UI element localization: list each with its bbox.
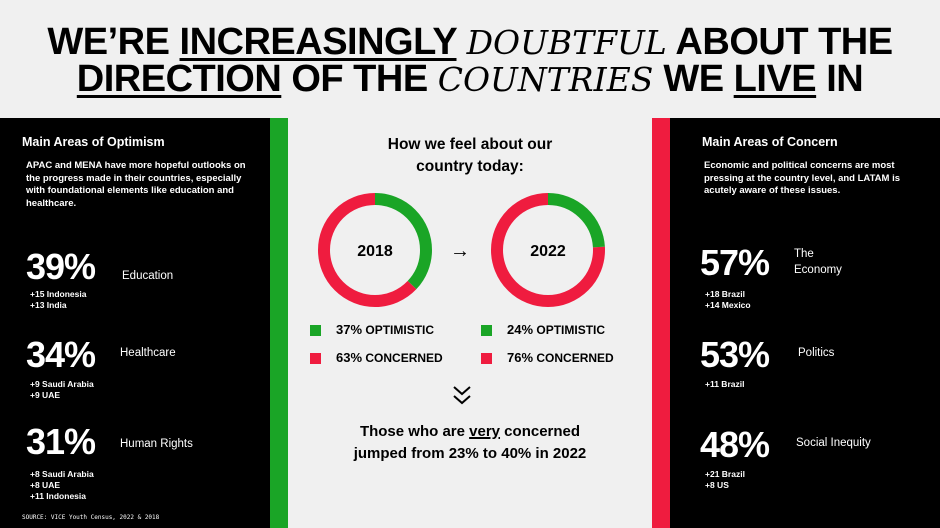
stat-detail: +15 Indonesia <box>30 289 87 299</box>
legend-swatch-optimistic <box>481 325 492 336</box>
headline-line-1: WE’RE INCREASINGLY DOUBTFUL ABOUT THE <box>0 21 940 64</box>
concern-description: Economic and political concerns are most… <box>704 160 901 196</box>
conclusion-text: Those who are very concerned jumped from… <box>288 421 652 465</box>
headline-text: WE <box>653 58 734 100</box>
stat-label: Social Inequity <box>796 437 871 449</box>
headline-text: WE’RE <box>47 21 180 63</box>
legend-swatch-concerned <box>310 353 321 364</box>
stat-detail: +11 Indonesia <box>30 491 86 501</box>
donut-chart-2018: 2018 <box>318 193 432 307</box>
concern-title: Main Areas of Concern <box>702 135 838 149</box>
stat-percent: 31% <box>26 421 96 462</box>
conclusion-emphasis: very <box>469 423 501 440</box>
donut-year-label: 2022 <box>530 243 566 260</box>
optimism-description: APAC and MENA have more hopeful outlooks… <box>26 160 246 209</box>
concern-panel <box>670 118 940 528</box>
stat-percent: 39% <box>26 246 96 287</box>
stat-detail: +21 Brazil <box>705 469 745 479</box>
stat-detail: +13 India <box>30 300 67 310</box>
source-note: SOURCE: VICE Youth Census, 2022 & 2018 <box>22 514 160 521</box>
stat-percent: 53% <box>700 334 770 375</box>
legend-value: 63% <box>336 350 363 365</box>
legend-item: 63% CONCERNED <box>336 350 443 366</box>
legend-item: 37% OPTIMISTIC <box>336 322 435 338</box>
headline-emphasis: LIVE <box>733 58 817 100</box>
optimism-title: Main Areas of Optimism <box>22 135 165 149</box>
headline: WE’RE INCREASINGLY DOUBTFUL ABOUT THE DI… <box>0 0 940 118</box>
stat-percent: 57% <box>700 242 770 283</box>
chart-title: How we feel about our country today: <box>288 134 652 178</box>
legend-item: 24% OPTIMISTIC <box>507 322 606 338</box>
conclusion-part: Those who are <box>359 423 470 440</box>
stat-label: Human Rights <box>120 438 193 450</box>
stat-detail: +14 Mexico <box>705 300 751 310</box>
stat-detail: +18 Brazil <box>705 289 745 299</box>
chart-title-line: country today: <box>416 158 524 175</box>
stat-detail: +11 Brazil <box>705 379 745 389</box>
legend-value: 76% <box>507 350 534 365</box>
legend-swatch-optimistic <box>310 325 321 336</box>
legend-value: 37% <box>336 322 363 337</box>
stat-detail: +8 US <box>705 480 729 490</box>
optimism-panel <box>0 118 270 528</box>
red-stripe <box>652 118 670 528</box>
conclusion-line: Those who are very concerned <box>288 421 652 443</box>
chevron-down-icon <box>453 386 471 405</box>
legend-label: CONCERNED <box>365 351 443 365</box>
stat-label: The Economy <box>794 248 842 276</box>
donut-chart-2022: 2022 <box>491 193 605 307</box>
stat-label: Healthcare <box>120 347 176 359</box>
stat-detail: +8 Saudi Arabia <box>30 469 94 479</box>
headline-italic: DOUBTFUL <box>466 23 667 62</box>
arrow-icon: → <box>450 240 470 262</box>
donut-slice-optimistic <box>491 193 605 307</box>
conclusion-line: jumped from 23% to 40% in 2022 <box>353 445 587 462</box>
stat-detail: +8 UAE <box>30 480 60 490</box>
legend-label: CONCERNED <box>536 351 614 365</box>
headline-text: IN <box>816 58 864 100</box>
headline-line-2: DIRECTION OF THE COUNTRIES WE LIVE IN <box>0 58 940 101</box>
stat-percent: 34% <box>26 334 96 375</box>
stat-detail: +9 Saudi Arabia <box>30 379 94 389</box>
stat-detail: +9 UAE <box>30 390 60 400</box>
legend-swatch-concerned <box>481 353 492 364</box>
legend-label: OPTIMISTIC <box>365 323 435 337</box>
headline-emphasis: DIRECTION <box>76 58 282 100</box>
donut-slice-optimistic <box>318 193 432 307</box>
stat-percent: 48% <box>700 424 770 465</box>
stat-label: Education <box>122 270 174 282</box>
donut-year-label: 2018 <box>357 243 393 260</box>
legend-value: 24% <box>507 322 534 337</box>
headline-emphasis: INCREASINGLY <box>179 21 457 63</box>
headline-space <box>457 21 467 63</box>
legend-item: 76% CONCERNED <box>507 350 614 366</box>
green-stripe <box>270 118 288 528</box>
chart-title-line: How we feel about our <box>387 136 553 153</box>
legend-label: OPTIMISTIC <box>536 323 606 337</box>
headline-text: ABOUT THE <box>666 21 893 63</box>
conclusion-part: concerned <box>500 423 581 440</box>
stat-label: Politics <box>798 347 835 359</box>
headline-italic: COUNTRIES <box>437 60 654 99</box>
headline-text: OF THE <box>281 58 438 100</box>
